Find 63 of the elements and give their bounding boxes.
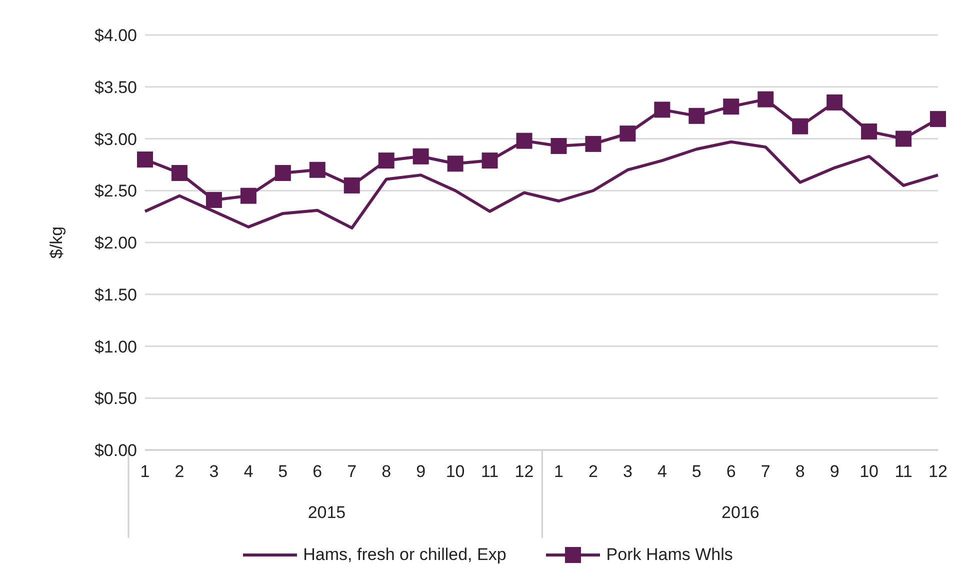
point [309, 162, 326, 178]
y-tick-label: $4.00 [94, 26, 137, 46]
y-tick-label: $2.50 [94, 182, 137, 201]
legend-label: Hams, fresh or chilled, Exp [303, 545, 506, 565]
x-tick-label: 10 [446, 462, 465, 481]
x-tick-label: 11 [894, 462, 912, 481]
point [206, 192, 222, 208]
x-tick-label: 6 [726, 462, 736, 481]
point [826, 94, 843, 110]
y-tick-label: $3.00 [94, 130, 137, 149]
point [861, 123, 878, 140]
x-tick-label: 2 [588, 462, 598, 481]
point [171, 164, 188, 181]
x-tick-label: 5 [692, 462, 702, 481]
y-tick-label: $0.50 [94, 389, 137, 408]
point [240, 188, 256, 204]
x-tick-label: 9 [830, 462, 840, 481]
point [654, 102, 670, 118]
point [758, 91, 774, 108]
x-tick-label: 10 [860, 462, 879, 481]
x-tick-label: 12 [928, 462, 948, 481]
point [620, 126, 636, 142]
x-tick-label: 12 [514, 462, 534, 481]
y-axis-title: $/kg [47, 226, 66, 259]
x-tick-label: 1 [140, 462, 150, 481]
x-tick-label: 7 [760, 462, 770, 481]
line-series [144, 140, 940, 230]
x-tick-label: 4 [244, 462, 254, 481]
point [137, 152, 153, 168]
x-tick-label: 1 [554, 462, 564, 481]
point [274, 164, 291, 181]
x-tick-label: 9 [416, 462, 426, 481]
x-tick-label: 3 [622, 462, 632, 481]
y-tick-label: $3.50 [94, 78, 137, 97]
point [550, 138, 567, 154]
text: 2015 [308, 503, 346, 522]
point [378, 152, 394, 169]
x-tick-label: 11 [480, 462, 499, 481]
point [896, 130, 912, 147]
y-tick-label: $1.00 [94, 337, 137, 356]
y-tick-label: $0.00 [94, 441, 137, 460]
x-tick-label: 5 [278, 462, 288, 481]
x-tick-label: 8 [382, 462, 392, 481]
point [585, 136, 602, 152]
x-tick-label: 6 [312, 462, 322, 481]
point [930, 111, 946, 128]
legend-label: Pork Hams Whls [606, 545, 733, 565]
point [792, 118, 808, 134]
x-tick-label: 7 [347, 462, 357, 481]
point [516, 132, 532, 149]
x-tick-label: 4 [657, 462, 667, 481]
point [688, 108, 705, 124]
text: 2016 [722, 503, 760, 522]
point [482, 152, 498, 169]
x-tick-label: 8 [795, 462, 805, 481]
point [344, 177, 360, 194]
point [412, 148, 429, 164]
x-tick-label: 2 [174, 462, 184, 481]
point [447, 156, 464, 172]
point [723, 98, 740, 115]
y-tick-label: $2.00 [94, 234, 137, 253]
x-tick-label: 3 [209, 462, 219, 481]
y-tick-label: $1.50 [94, 285, 137, 304]
